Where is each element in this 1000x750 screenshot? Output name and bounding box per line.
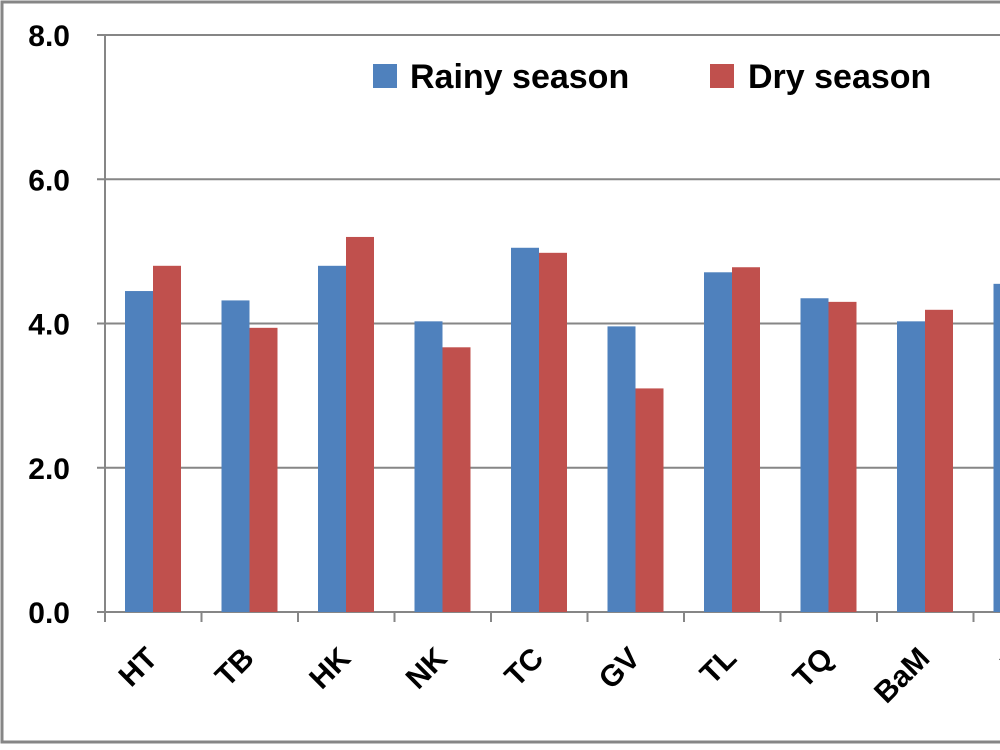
dry-season-bar-hk: [346, 236, 374, 612]
rainy-season-bar-ht: [125, 291, 153, 612]
y-tick-label: 0.0: [28, 597, 70, 630]
rainy-season-bar-hk: [318, 265, 346, 612]
legend: Rainy season Dry season: [373, 58, 931, 96]
rainy-season-bar-tb: [221, 300, 250, 612]
legend-swatch: [373, 64, 397, 88]
dry-season-bar-bam: [925, 309, 953, 612]
rainy-season-bar-gv: [607, 326, 636, 612]
y-tick-label: 2.0: [28, 453, 70, 486]
y-tick-label: 8.0: [28, 20, 70, 53]
rainy-season-bar-tc: [511, 247, 539, 613]
dry-season-bar-gv: [635, 388, 664, 612]
dry-season-bar-tl: [732, 267, 760, 612]
dry-season-bar-ht: [153, 265, 181, 612]
rainy-season-bar-tl: [704, 272, 732, 612]
legend-swatch: [710, 64, 734, 88]
legend-label: Dry season: [748, 58, 931, 96]
dry-season-bar-tc: [539, 252, 567, 612]
dry-season-bar-nk: [442, 347, 471, 612]
rainy-season-bar-bam: [897, 321, 925, 612]
rainy-season-bar-b: [993, 283, 1000, 612]
x-tick-label: B: [994, 642, 1000, 681]
dry-season-bar-tb: [249, 327, 278, 612]
rainy-season-bar-nk: [414, 321, 443, 612]
y-tick-label: 4.0: [28, 309, 70, 342]
legend-label: Rainy season: [410, 58, 629, 96]
y-tick-label: 6.0: [28, 164, 70, 197]
bars: [125, 236, 1000, 613]
y-axis: 0.0 2.0 4.0 6.0 8.0: [28, 20, 106, 630]
rainy-season-bar-tq: [800, 298, 829, 612]
dry-season-bar-tq: [828, 301, 857, 612]
